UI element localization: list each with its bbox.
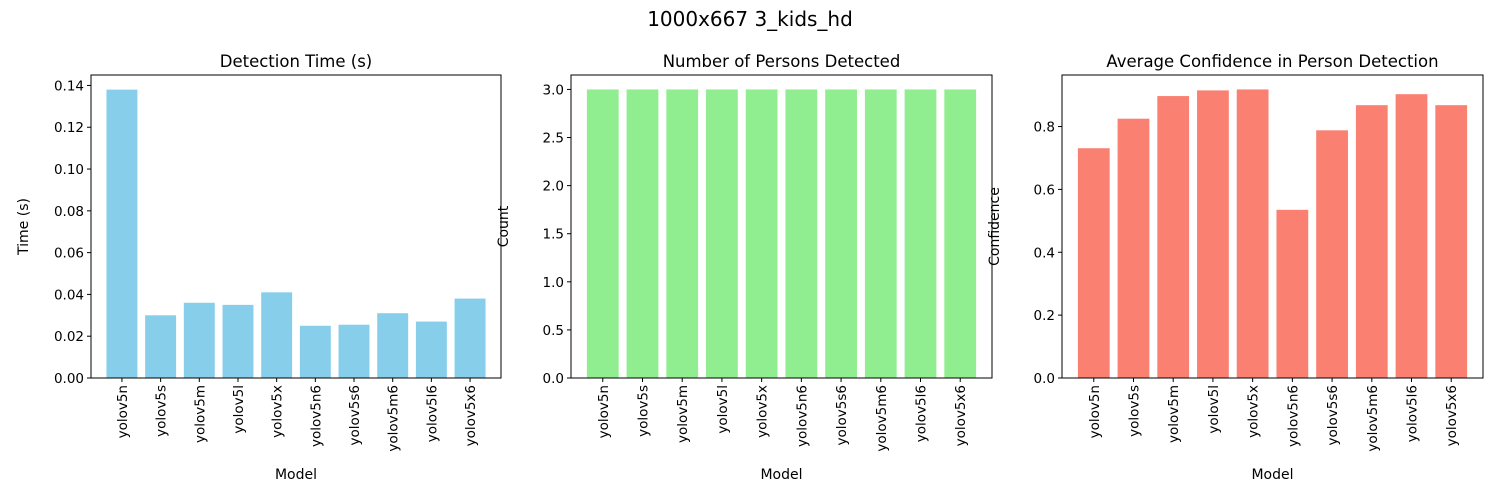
x-tick-label: yolov5l [1206, 385, 1222, 434]
bar-yolov5n6 [1276, 209, 1309, 378]
bar-yolov5n [586, 89, 619, 379]
x-tick-label: yolov5l6 [914, 385, 930, 442]
bar-yolov5m6 [377, 313, 409, 378]
y-tick-label: 0.00 [54, 371, 84, 387]
bar-yolov5x6 [944, 89, 977, 379]
figure-title: 1000x667 3_kids_hd [647, 7, 853, 31]
x-tick-label: yolov5m6 [1365, 385, 1381, 452]
x-tick-label: yolov5x [1246, 385, 1262, 438]
x-axis-label: Model [760, 467, 802, 483]
bar-yolov5n [106, 89, 138, 378]
x-tick-label: yolov5n [115, 385, 131, 438]
plots: 0.00 0.02 0.04 0.06 0.08 0.10 0.12 0.14 yolov5n y… [16, 52, 1484, 483]
bar-yolov5x [261, 292, 293, 378]
x-tick-label: yolov5x [755, 385, 771, 438]
bar-yolov5x6 [454, 298, 486, 378]
y-tick-label: 2.5 [543, 131, 564, 147]
x-tick-label: yolov5l6 [1405, 385, 1421, 442]
x-tick-label: yolov5l6 [424, 385, 440, 442]
bar-yolov5n6 [785, 89, 818, 379]
y-tick-label: 1.0 [543, 275, 564, 291]
bar-yolov5m [1157, 96, 1190, 378]
x-tick-label: yolov5x6 [953, 385, 969, 446]
x-tick-label: yolov5x6 [1444, 385, 1460, 446]
y-tick-label: 0.5 [543, 323, 564, 339]
bar-yolov5l6 [904, 89, 937, 379]
x-tick-label: yolov5m [192, 385, 208, 443]
bar-yolov5x [745, 89, 778, 379]
x-tick-label: yolov5n [596, 385, 612, 438]
bar-yolov5s6 [338, 324, 370, 378]
x-tick-label: yolov5s6 [1325, 385, 1341, 445]
x-tick-label: yolov5m6 [386, 385, 402, 452]
y-tick-label: 0.4 [1034, 245, 1055, 261]
y-tick-label: 3.0 [543, 82, 564, 98]
bar-yolov5l [1197, 90, 1229, 379]
bar-yolov5n6 [299, 325, 331, 378]
y-tick-label: 0.8 [1034, 120, 1055, 136]
bar-yolov5n [1077, 148, 1110, 378]
y-tick-label: 0.2 [1034, 308, 1055, 324]
x-tick-label: yolov5m [1166, 385, 1182, 443]
x-tick-label: yolov5s6 [347, 385, 363, 445]
chart-panel-2: 0.0 0.5 1.0 1.5 2.0 2.5 3.0 yolov5n yolov5s yolov… [496, 52, 993, 483]
x-tick-label: yolov5s [154, 385, 170, 437]
chart-title: Number of Persons Detected [663, 52, 901, 71]
chart-title: Detection Time (s) [220, 52, 373, 71]
x-tick-label: yolov5l [715, 385, 731, 434]
bar-yolov5m6 [864, 89, 897, 379]
x-tick-label: yolov5n [1087, 385, 1103, 438]
y-tick-label: 0.10 [54, 162, 84, 178]
chart-panel-3: 0.0 0.2 0.4 0.6 0.8 yolov5n yolov5s yolov5m yolo… [987, 52, 1484, 483]
chart-panel-1: 0.00 0.02 0.04 0.06 0.08 0.10 0.12 0.14 yolov5n y… [16, 52, 502, 483]
y-tick-label: 0.14 [54, 78, 84, 94]
bar-yolov5s [626, 89, 659, 379]
bar-yolov5l [222, 304, 254, 378]
bar-yolov5m6 [1355, 105, 1388, 379]
chart-title: Average Confidence in Person Detection [1106, 52, 1438, 71]
y-tick-label: 0.06 [54, 246, 84, 262]
y-tick-label: 0.12 [54, 120, 84, 136]
axes-frame [570, 74, 993, 379]
bar-yolov5x [1236, 89, 1269, 379]
bar-yolov5s [1117, 118, 1150, 378]
y-tick-label: 0.02 [54, 329, 84, 345]
x-tick-label: yolov5s [1126, 385, 1142, 437]
x-tick-label: yolov5m [675, 385, 691, 443]
x-tick-label: yolov5s6 [834, 385, 850, 445]
x-tick-label: yolov5n6 [308, 385, 324, 447]
bar-yolov5m [183, 302, 215, 378]
bar-yolov5m [666, 89, 699, 379]
axes-frame [1061, 74, 1484, 379]
y-axis-label: Confidence [987, 187, 1003, 266]
x-axis-label: Model [1251, 467, 1293, 483]
bar-yolov5s [145, 315, 177, 378]
x-axis-label: Model [275, 467, 317, 483]
y-tick-label: 0.08 [54, 204, 84, 220]
x-tick-label: yolov5x [270, 385, 286, 438]
bar-yolov5x6 [1435, 105, 1468, 379]
bar-yolov5l6 [415, 321, 447, 378]
bar-yolov5s6 [825, 89, 857, 379]
bar-yolov5l [706, 89, 738, 379]
x-tick-label: yolov5l [231, 385, 247, 434]
y-axis-label: Count [496, 205, 512, 247]
y-tick-label: 2.0 [543, 179, 564, 195]
bar-yolov5l6 [1395, 94, 1428, 379]
x-tick-label: yolov5n6 [794, 385, 810, 447]
bar-yolov5s6 [1316, 130, 1348, 378]
y-axis-label: Time (s) [16, 198, 32, 256]
x-tick-label: yolov5m6 [874, 385, 890, 452]
y-tick-label: 0.0 [1034, 371, 1055, 387]
y-tick-label: 0.6 [1034, 182, 1055, 198]
y-tick-label: 1.5 [543, 227, 564, 243]
x-tick-label: yolov5s [635, 385, 651, 437]
x-tick-label: yolov5n6 [1285, 385, 1301, 447]
y-tick-label: 0.0 [543, 371, 564, 387]
axes-frame [90, 74, 502, 379]
x-tick-label: yolov5x6 [463, 385, 479, 446]
y-tick-label: 0.04 [54, 287, 84, 303]
